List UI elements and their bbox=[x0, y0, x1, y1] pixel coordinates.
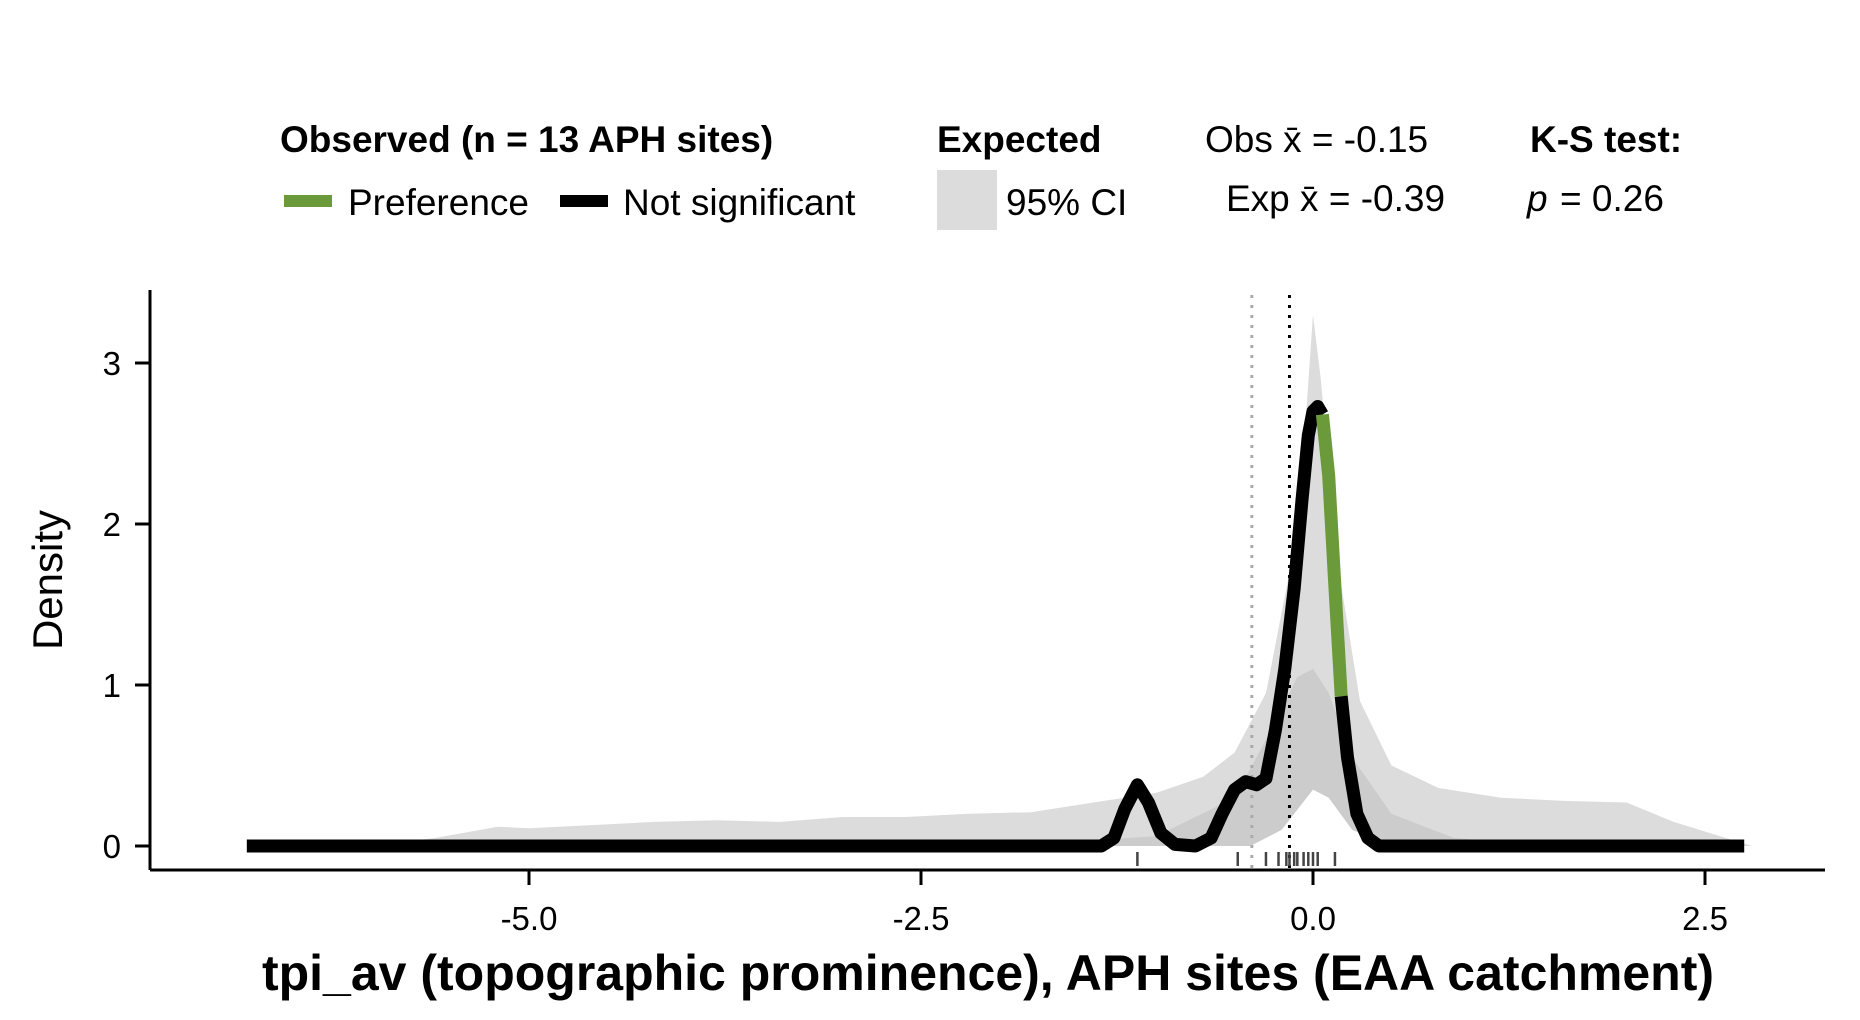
legend-preference-swatch bbox=[284, 195, 332, 207]
rug-layer bbox=[1136, 852, 1337, 866]
y-axis-title: Density bbox=[24, 510, 71, 650]
density-line-not-significant-2 bbox=[1334, 695, 1745, 853]
legend-not-significant-label: Not significant bbox=[623, 182, 856, 223]
ci-band-upper bbox=[372, 314, 1753, 846]
legend-exp-mean: Exp x̄ = -0.39 bbox=[1226, 178, 1445, 219]
y-tick-label-2: 2 bbox=[103, 506, 121, 543]
legend-observed-title: Observed (n = 13 APH sites) bbox=[280, 119, 773, 160]
y-ticks: 0 1 2 3 bbox=[103, 345, 150, 865]
observed-density-layer bbox=[246, 400, 1745, 853]
density-line-not-significant-0 bbox=[246, 400, 1329, 853]
x-axis-title: tpi_av (topographic prominence), APH sit… bbox=[262, 945, 1714, 1001]
legend-ks-p-symbol: p bbox=[1526, 178, 1548, 219]
legend-ci-swatch bbox=[937, 170, 997, 230]
y-tick-label-3: 3 bbox=[103, 345, 121, 382]
legend-ci-label: 95% CI bbox=[1006, 182, 1127, 223]
legend-ks-title: K-S test: bbox=[1530, 119, 1682, 160]
y-tick-label-1: 1 bbox=[103, 667, 121, 704]
x-tick-label-0: -5.0 bbox=[501, 900, 558, 937]
x-tick-label-3: 2.5 bbox=[1682, 900, 1728, 937]
density-line-preference-1 bbox=[1315, 413, 1348, 697]
y-tick-label-0: 0 bbox=[103, 828, 121, 865]
legend-expected-title: Expected bbox=[937, 119, 1102, 160]
x-tick-label-2: 0.0 bbox=[1290, 900, 1336, 937]
x-tick-label-1: -2.5 bbox=[893, 900, 950, 937]
ci-band-lower bbox=[1156, 789, 1392, 846]
x-ticks: -5.0 -2.5 0.0 2.5 bbox=[501, 870, 1728, 937]
legend-ks-p-value: = 0.26 bbox=[1560, 178, 1664, 219]
legend-not-significant-swatch bbox=[560, 195, 608, 207]
legend-preference-label: Preference bbox=[348, 182, 529, 223]
ci-band-layer bbox=[372, 314, 1753, 846]
legend: Observed (n = 13 APH sites) Preference N… bbox=[280, 119, 1682, 230]
legend-obs-mean: Obs x̄ = -0.15 bbox=[1205, 119, 1428, 160]
